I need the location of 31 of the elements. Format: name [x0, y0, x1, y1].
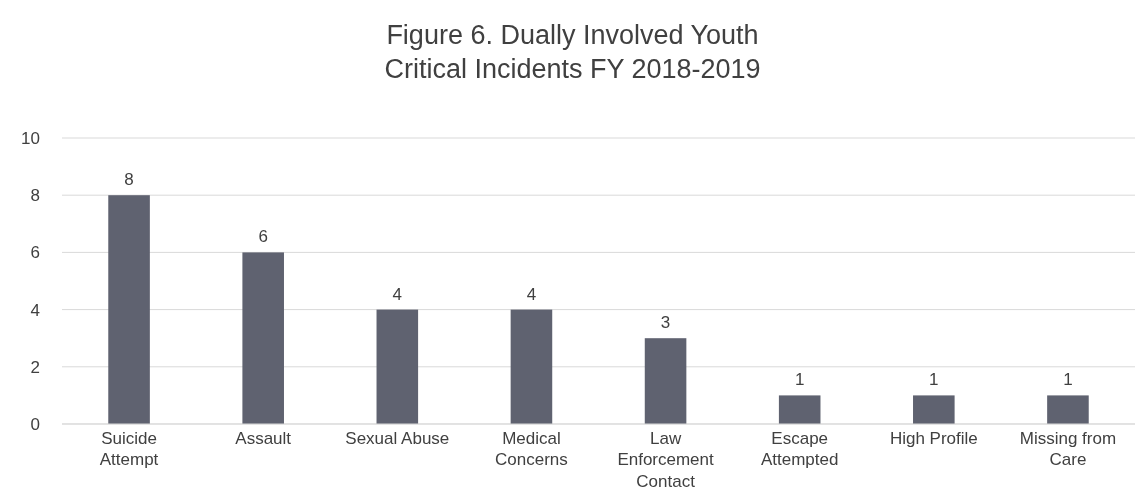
bar — [1047, 395, 1089, 424]
data-label: 1 — [929, 370, 939, 390]
bar — [242, 252, 284, 424]
x-tick-label: High Profile — [889, 429, 978, 449]
bar — [108, 195, 150, 424]
y-tick-label: 8 — [30, 186, 40, 206]
bar — [913, 395, 955, 424]
chart-title: Figure 6. Dually Involved Youth Critical Incidents FY 2018-2019 — [384, 20, 761, 84]
y-tick-label: 10 — [21, 128, 40, 148]
x-tick-label: Law Enforcement Contact — [617, 429, 715, 491]
y-tick-label: 2 — [30, 357, 40, 377]
x-tick-label: Sexual Abuse — [345, 429, 450, 449]
x-tick-label: Escape Attempted — [760, 429, 839, 470]
data-label: 3 — [660, 313, 671, 333]
y-tick-label: 0 — [30, 414, 40, 434]
bar — [376, 309, 419, 424]
x-tick-label: Assault — [235, 429, 292, 449]
data-label: 1 — [1063, 370, 1073, 390]
x-tick-label: Suicide Attempt — [99, 429, 159, 470]
bar — [644, 338, 687, 424]
y-tick-label: 4 — [30, 300, 40, 320]
data-label: 6 — [258, 227, 268, 247]
bar — [510, 309, 553, 424]
data-label: 1 — [794, 370, 805, 390]
bar — [778, 395, 821, 424]
x-tick-label: Medical Concerns — [495, 429, 568, 470]
x-tick-label: Missing from Care — [1019, 429, 1117, 470]
data-label: 4 — [392, 284, 403, 304]
y-tick-label: 6 — [30, 243, 40, 263]
data-label: 4 — [526, 284, 537, 304]
data-label: 8 — [124, 170, 134, 190]
